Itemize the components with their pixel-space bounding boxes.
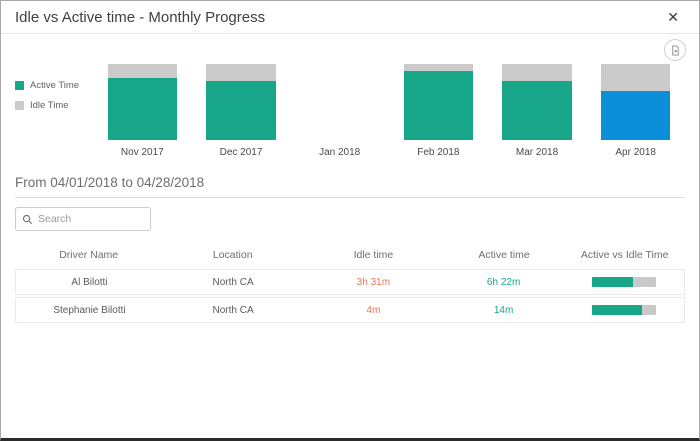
active-time-cell: 14m — [493, 304, 514, 316]
search-input[interactable] — [38, 213, 144, 225]
chart-slot-feb-2018: Feb 2018 — [389, 64, 488, 158]
ratio-bar-track — [591, 277, 656, 287]
column-header: Active time — [478, 249, 530, 261]
chart-slot-mar-2018: Mar 2018 — [488, 64, 587, 158]
active-segment[interactable] — [403, 70, 473, 140]
divider — [15, 197, 685, 198]
search-icon — [22, 214, 33, 225]
idle-time-cell: 3h 31m — [356, 276, 391, 288]
month-label: Jan 2018 — [319, 147, 361, 158]
bar-area — [502, 64, 572, 140]
month-label: Nov 2017 — [120, 147, 164, 158]
active-segment[interactable] — [206, 81, 276, 140]
legend-item-active-time[interactable]: Active Time — [15, 80, 93, 91]
idle-segment[interactable] — [601, 64, 671, 92]
ratio-bar-fill — [591, 277, 633, 287]
location-cell: North CA — [212, 276, 254, 288]
stacked-bar[interactable] — [206, 64, 276, 140]
active-segment[interactable] — [502, 81, 572, 140]
close-icon[interactable]: ✕ — [667, 9, 679, 25]
table-body: Al Bilotti North CA 3h 31m 6h 22m Stephanie … — [15, 269, 685, 323]
active-segment[interactable] — [107, 78, 177, 140]
driver-name-cell: Al Bilotti — [71, 276, 108, 288]
month-label: Mar 2018 — [515, 147, 559, 158]
chart-slot-dec-2017: Dec 2017 — [192, 64, 291, 158]
table-row[interactable]: Al Bilotti North CA 3h 31m 6h 22m — [15, 269, 685, 295]
driver-name-cell: Stephanie Bilotti — [53, 304, 126, 316]
drivers-table: Driver Name Location Idle time Active time A… — [15, 243, 685, 323]
month-label: Apr 2018 — [615, 147, 656, 158]
active-time-cell: 6h 22m — [486, 276, 521, 288]
chart-legend: Active Time Idle Time — [15, 64, 93, 158]
table-header-row: Driver Name Location Idle time Active time A… — [15, 243, 685, 267]
bar-area — [206, 64, 276, 140]
chart-slot-jan-2018: Jan 2018 — [290, 64, 389, 158]
ratio-bar-fill — [591, 305, 642, 315]
legend-swatch — [15, 81, 24, 90]
active-vs-idle-cell — [564, 277, 684, 287]
bar-area — [601, 64, 671, 140]
column-header: Idle time — [353, 249, 394, 261]
legend-item-idle-time[interactable]: Idle Time — [15, 100, 93, 111]
legend-label: Active Time — [30, 80, 80, 91]
legend-label: Idle Time — [30, 100, 69, 111]
search-box[interactable] — [15, 207, 151, 231]
column-header: Active vs Idle Time — [580, 249, 669, 261]
date-range-label: From 04/01/2018 to 04/28/2018 — [15, 175, 205, 190]
active-vs-idle-cell — [564, 305, 684, 315]
active-segment[interactable] — [601, 91, 671, 140]
stacked-column-chart: Active Time Idle Time Nov 2017 Dec 2017 Jan… — [15, 64, 685, 158]
idle-segment[interactable] — [403, 64, 473, 71]
stacked-bar[interactable] — [107, 64, 177, 140]
chart-plot: Nov 2017 Dec 2017 Jan 2018 Feb 2018 Mar 2018… — [93, 64, 685, 158]
stacked-bar[interactable] — [403, 64, 473, 140]
modal-header: Idle vs Active time - Monthly Progress ✕ — [1, 1, 699, 34]
chart-slot-apr-2018: Apr 2018 — [586, 64, 685, 158]
column-header: Driver Name — [59, 249, 119, 261]
idle-segment[interactable] — [107, 64, 177, 79]
ratio-bar-track — [591, 305, 656, 315]
bar-area — [403, 64, 473, 140]
idle-segment[interactable] — [206, 64, 276, 82]
month-label: Dec 2017 — [219, 147, 263, 158]
legend-swatch — [15, 101, 24, 110]
bar-area — [107, 64, 177, 140]
stacked-bar[interactable] — [601, 64, 671, 140]
stacked-bar[interactable] — [502, 64, 572, 140]
bar-area — [305, 64, 374, 140]
export-image-icon — [671, 44, 679, 56]
idle-time-cell: 4m — [366, 304, 381, 316]
chart-slot-nov-2017: Nov 2017 — [93, 64, 192, 158]
location-cell: North CA — [212, 304, 254, 316]
idle-segment[interactable] — [502, 64, 572, 82]
modal-title: Idle vs Active time - Monthly Progress — [15, 8, 266, 26]
table-row[interactable]: Stephanie Bilotti North CA 4m 14m — [15, 297, 685, 323]
column-header: Location — [212, 249, 253, 261]
export-image-button[interactable] — [664, 39, 686, 61]
month-label: Feb 2018 — [417, 147, 460, 158]
